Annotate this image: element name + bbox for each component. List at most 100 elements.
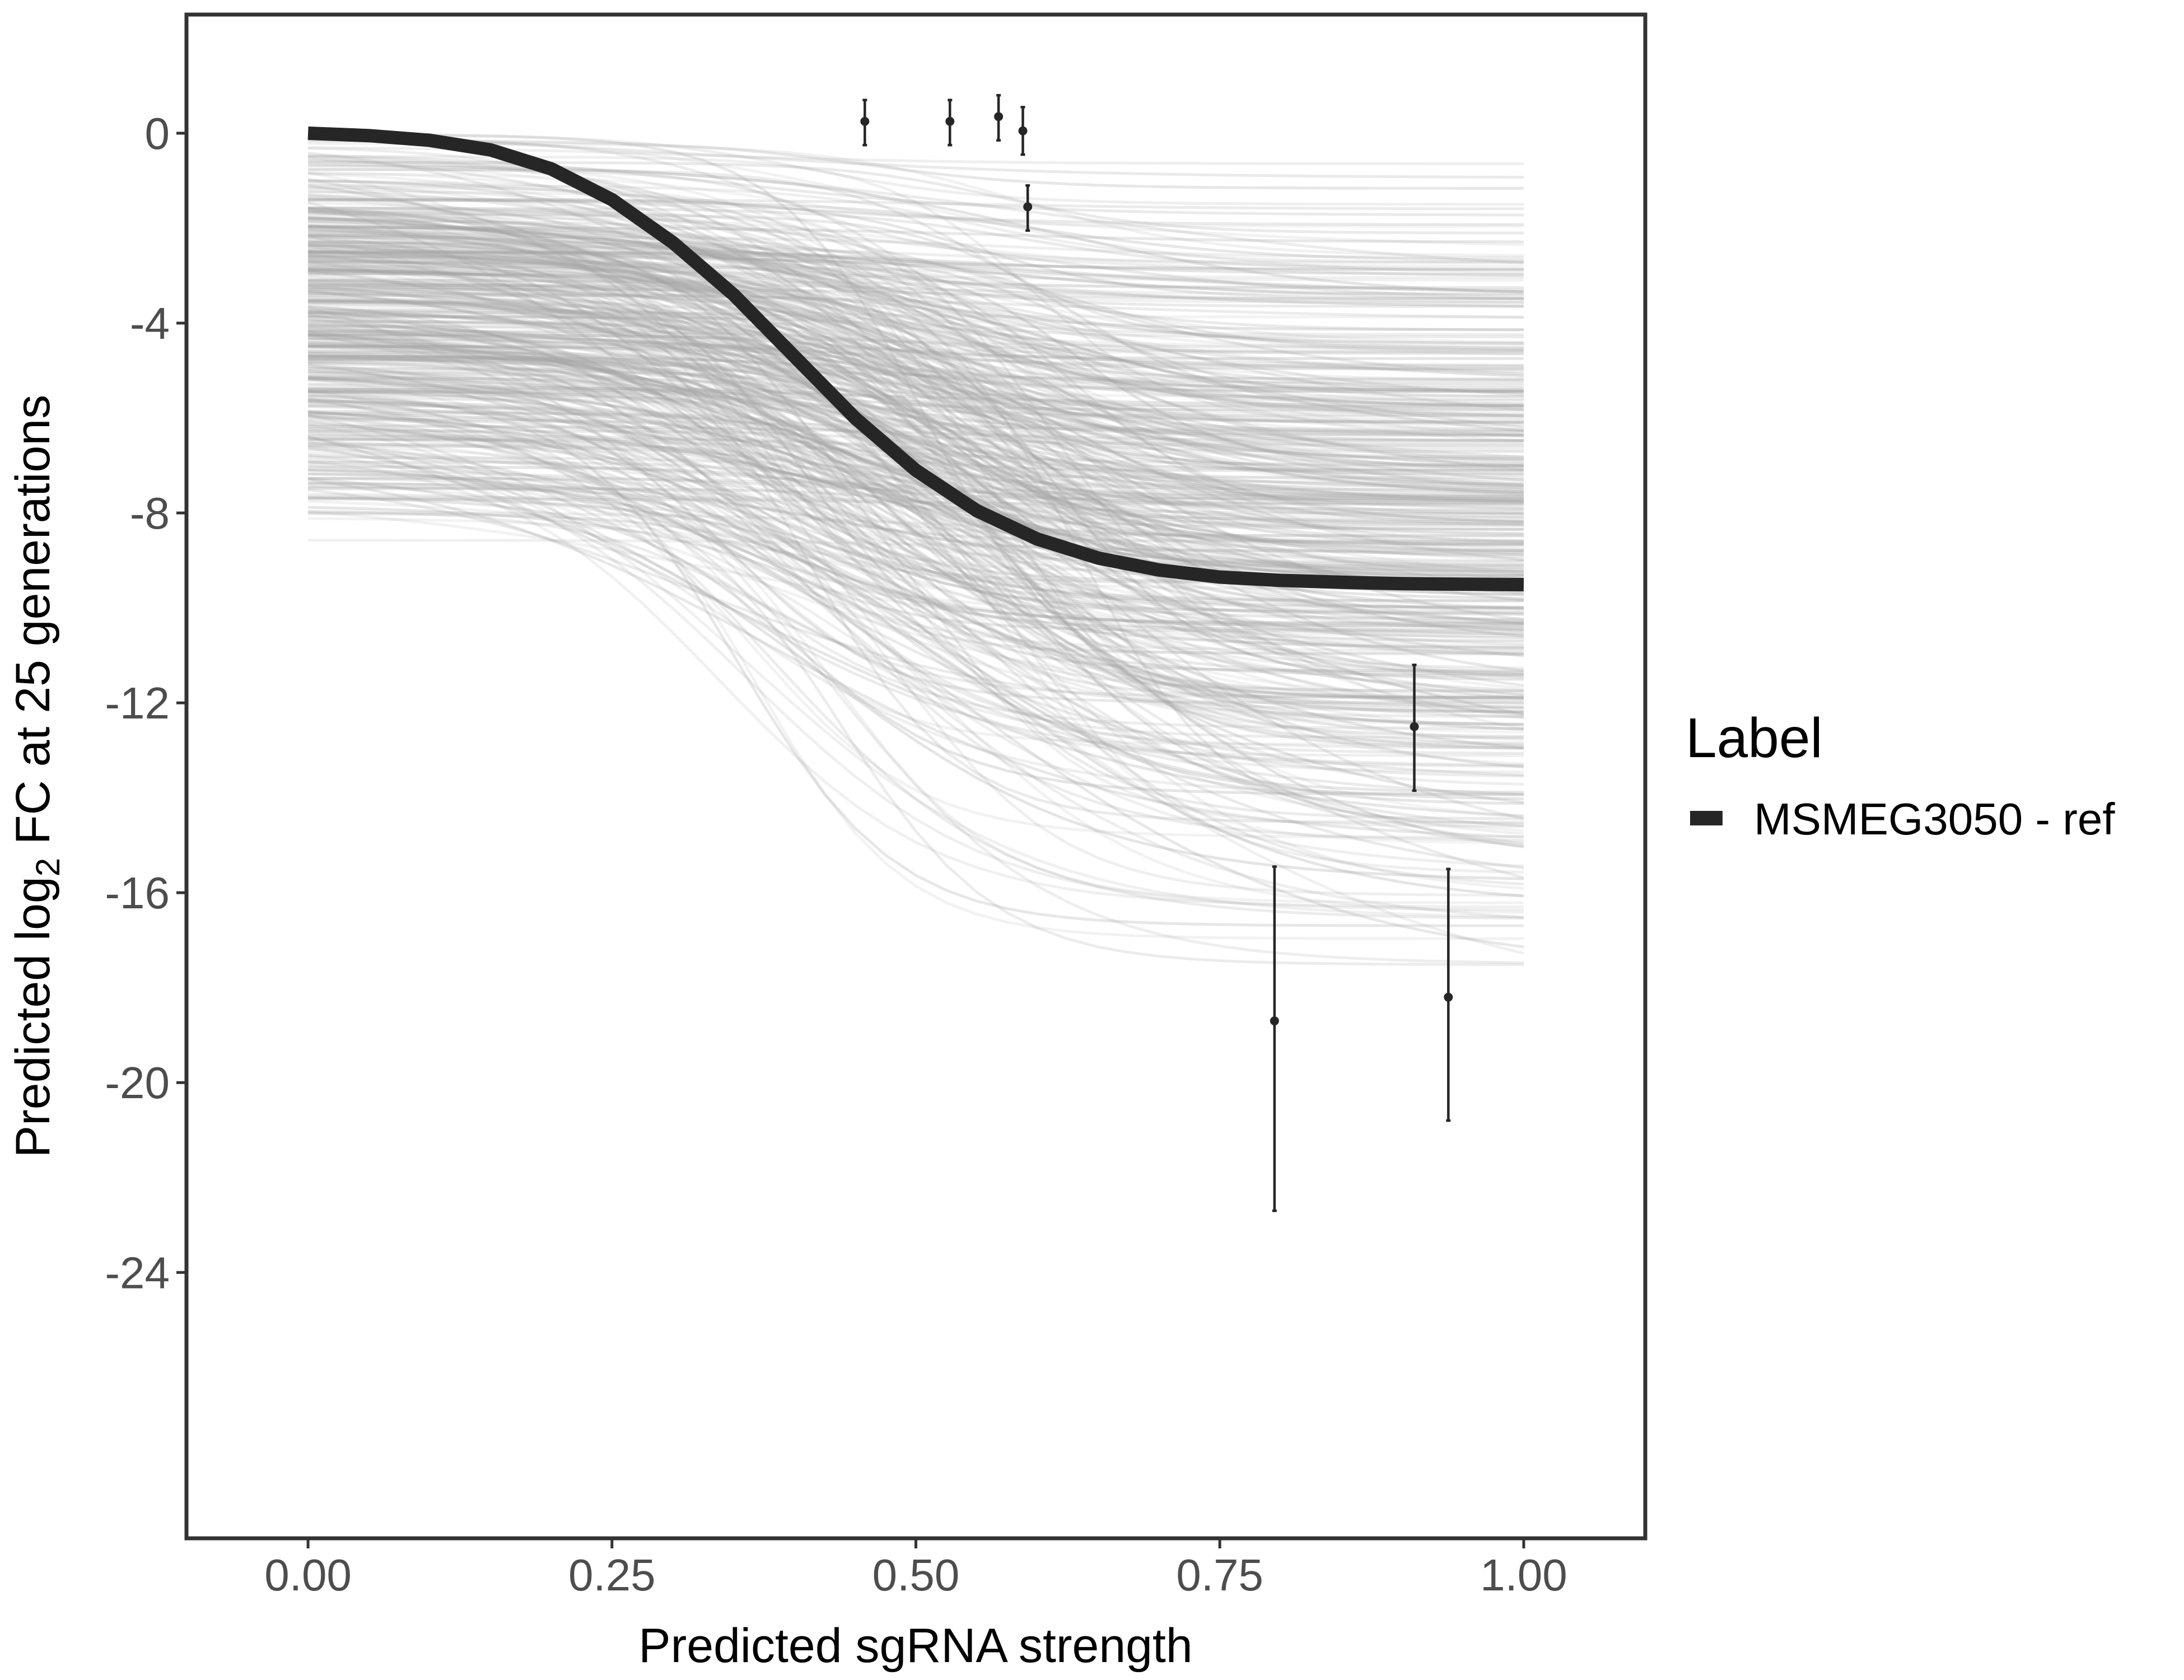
- posterior-draw-line: [308, 211, 1524, 491]
- posterior-draw-line: [308, 343, 1524, 505]
- posterior-draw-line: [308, 272, 1524, 400]
- posterior-draw-line: [307, 270, 1524, 592]
- posterior-draw-line: [308, 390, 1524, 699]
- posterior-draw-line: [308, 162, 1524, 522]
- posterior-draw-line: [308, 458, 1524, 628]
- posterior-draw-line: [308, 298, 1524, 385]
- posterior-draw-line: [308, 278, 1524, 472]
- posterior-draw-line: [308, 389, 1524, 615]
- posterior-draw-line: [308, 354, 1524, 493]
- posterior-draw-line: [308, 299, 1524, 319]
- posterior-draw-line: [308, 399, 1524, 704]
- posterior-draw-line: [308, 322, 1524, 552]
- posterior-draw-line: [308, 394, 1524, 927]
- posterior-draw-line: [308, 225, 1524, 670]
- posterior-draw-line: [308, 388, 1524, 436]
- posterior-draw-line: [308, 235, 1524, 412]
- posterior-draw-line: [308, 164, 1524, 294]
- posterior-draw-line: [308, 172, 1524, 228]
- posterior-draw-line: [307, 217, 1524, 308]
- posterior-draw-line: [307, 345, 1524, 595]
- posterior-draw-line: [307, 201, 1524, 719]
- posterior-draw-line: [308, 442, 1524, 897]
- y-tick-label: -4: [130, 298, 170, 348]
- posterior-draw-line: [308, 373, 1524, 433]
- posterior-draw-line: [308, 255, 1524, 417]
- posterior-draw-line: [308, 338, 1524, 374]
- posterior-draw-line: [308, 394, 1524, 498]
- posterior-draw-line: [307, 445, 1524, 706]
- posterior-draw-line: [307, 282, 1524, 625]
- posterior-draw-line: [307, 259, 1524, 580]
- posterior-draw-line: [308, 162, 1524, 616]
- posterior-draw-line: [307, 236, 1524, 602]
- x-tick-label: 0.75: [1176, 1550, 1263, 1600]
- posterior-draw-line: [308, 240, 1524, 437]
- posterior-draw-line: [308, 348, 1524, 553]
- posterior-draw-line: [308, 250, 1524, 515]
- posterior-draw-line: [307, 332, 1524, 749]
- posterior-draw-line: [308, 343, 1524, 563]
- posterior-draw-line: [308, 268, 1524, 432]
- observation-point: [994, 112, 1004, 122]
- posterior-draw-line: [308, 155, 1524, 417]
- posterior-draw-line: [308, 448, 1524, 527]
- posterior-draw-line: [308, 216, 1524, 268]
- posterior-draw-line: [308, 245, 1524, 276]
- posterior-draw-line: [307, 156, 1524, 350]
- posterior-draw-line: [308, 180, 1524, 557]
- posterior-draw-line: [308, 388, 1524, 481]
- posterior-draw-line: [308, 386, 1524, 424]
- posterior-draw-line: [308, 412, 1524, 609]
- posterior-draw-line: [308, 482, 1524, 633]
- y-axis-title-subscript: 2: [29, 858, 67, 876]
- posterior-draw-line: [308, 443, 1524, 786]
- posterior-draw-line: [308, 325, 1524, 643]
- posterior-draw-line: [307, 365, 1524, 842]
- posterior-draw-line: [308, 473, 1524, 739]
- posterior-draw-line: [308, 279, 1524, 489]
- posterior-draw-line: [308, 334, 1524, 368]
- posterior-draw-line: [308, 273, 1524, 338]
- posterior-draw-line: [307, 250, 1524, 623]
- posterior-draw-line: [307, 480, 1524, 636]
- posterior-draw-line: [308, 269, 1524, 419]
- posterior-draw-line: [308, 354, 1524, 749]
- posterior-draw-line: [308, 220, 1524, 498]
- y-axis-title: Predicted log2 FC at 25 generations: [6, 395, 67, 1158]
- posterior-draw-line: [308, 210, 1524, 493]
- posterior-draw-line: [308, 256, 1524, 472]
- posterior-draw-line: [308, 451, 1524, 914]
- posterior-draw-line: [308, 320, 1524, 409]
- posterior-draw-line: [308, 269, 1524, 469]
- posterior-draw-line: [308, 264, 1524, 461]
- observation-point: [945, 116, 955, 126]
- posterior-draw-line: [308, 294, 1524, 393]
- posterior-draw-line: [307, 178, 1524, 562]
- posterior-draw-line: [308, 260, 1524, 381]
- observation-point: [1270, 1016, 1279, 1026]
- posterior-draw-line: [308, 153, 1524, 217]
- posterior-draw-line: [308, 133, 1524, 699]
- posterior-draw-line: [308, 168, 1524, 345]
- posterior-draw-line: [307, 313, 1524, 626]
- posterior-draw-line: [308, 517, 1524, 591]
- posterior-draw-line: [308, 222, 1524, 531]
- posterior-draw-line: [308, 298, 1524, 394]
- posterior-draw-line: [308, 216, 1524, 640]
- posterior-draw-line: [308, 134, 1524, 274]
- posterior-draw-line: [307, 477, 1524, 880]
- posterior-draw-line: [307, 370, 1524, 804]
- posterior-draw-line: [307, 375, 1524, 620]
- posterior-draw-line: [308, 400, 1524, 515]
- posterior-draw-line: [307, 423, 1524, 918]
- posterior-draw-line: [308, 198, 1524, 300]
- posterior-draw-line: [307, 390, 1524, 964]
- posterior-draw-line: [308, 495, 1524, 650]
- posterior-draw-line: [308, 344, 1524, 699]
- posterior-draw-line: [308, 254, 1524, 293]
- posterior-draw-line: [308, 202, 1524, 470]
- posterior-draw-line: [308, 477, 1524, 966]
- posterior-draw-line: [308, 350, 1524, 544]
- posterior-draw-line: [308, 297, 1524, 435]
